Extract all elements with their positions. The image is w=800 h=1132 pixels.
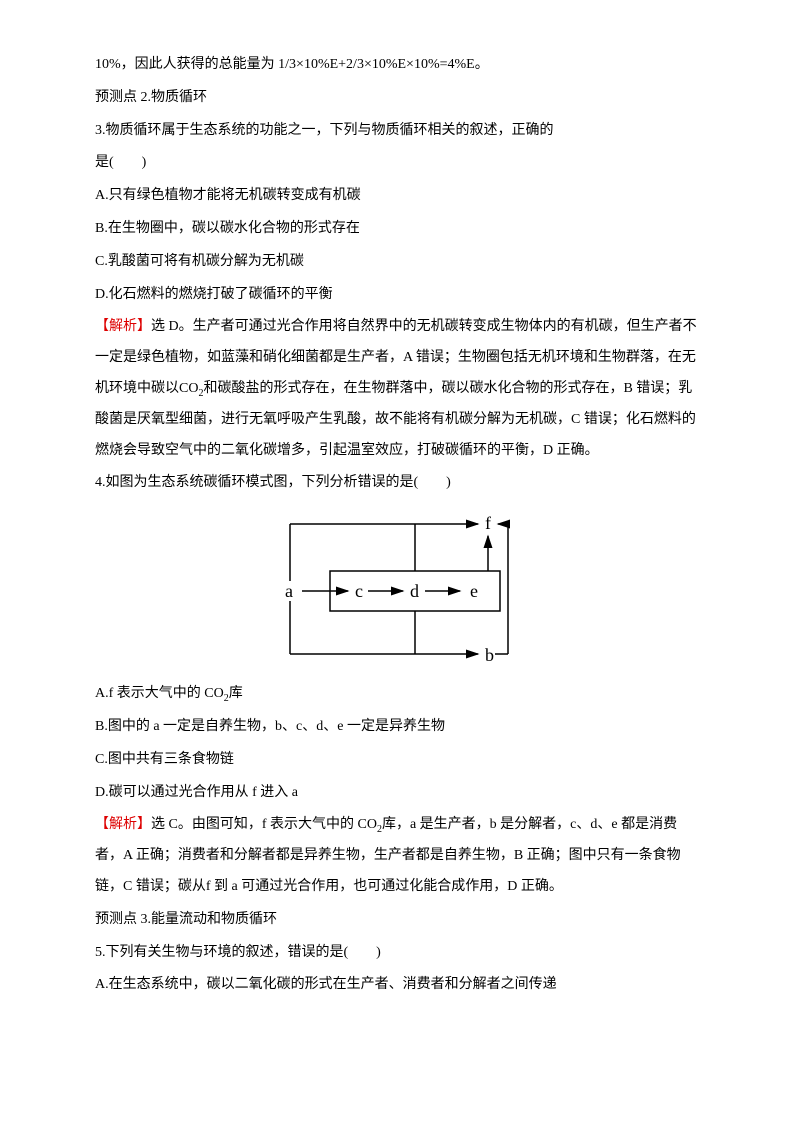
question-4: 4.如图为生态系统碳循环模式图，下列分析错误的是( ): [95, 468, 705, 499]
explanation-block: 【解析】选 D。生产者可通过光合作用将自然界中的无机碳转变成生物体内的有机碳，但…: [95, 312, 705, 466]
section-heading: 预测点 3.能量流动和物质循环: [95, 905, 705, 936]
node-e: e: [470, 581, 478, 601]
carbon-cycle-diagram: f a b c d e: [95, 509, 705, 669]
explanation-text: 选 C。由图可知，f 表示大气中的 CO: [151, 817, 377, 832]
option-b: B.在生物圈中，碳以碳水化合物的形式存在: [95, 214, 705, 245]
option-c: C.乳酸菌可将有机碳分解为无机碳: [95, 247, 705, 278]
explanation-label: 【解析】: [95, 319, 151, 334]
option-d: D.化石燃料的燃烧打破了碳循环的平衡: [95, 280, 705, 311]
node-f: f: [485, 513, 491, 533]
explanation-label: 【解析】: [95, 817, 151, 832]
node-d: d: [410, 581, 419, 601]
option-a: A.只有绿色植物才能将无机碳转变成有机碳: [95, 181, 705, 212]
option-text: A.f 表示大气中的 CO: [95, 686, 224, 701]
node-b: b: [485, 645, 494, 665]
text-line: 预测点 2.物质循环: [95, 83, 705, 114]
option-text: 库: [229, 686, 243, 701]
question-5: 5.下列有关生物与环境的叙述，错误的是( ): [95, 938, 705, 969]
option-c-q4: C.图中共有三条食物链: [95, 745, 705, 776]
text-line: 是( ): [95, 148, 705, 179]
text-line: 3.物质循环属于生态系统的功能之一，下列与物质循环相关的叙述，正确的: [95, 116, 705, 147]
option-d-q4: D.碳可以通过光合作用从 f 进入 a: [95, 778, 705, 809]
option-a-q4: A.f 表示大气中的 CO2库: [95, 679, 705, 710]
explanation-block-q4: 【解析】选 C。由图可知，f 表示大气中的 CO2库，a 是生产者，b 是分解者…: [95, 810, 705, 902]
option-a-q5: A.在生态系统中，碳以二氧化碳的形式在生产者、消费者和分解者之间传递: [95, 970, 705, 1001]
option-b-q4: B.图中的 a 一定是自养生物，b、c、d、e 一定是异养生物: [95, 712, 705, 743]
text-line: 10%，因此人获得的总能量为 1/3×10%E+2/3×10%E×10%=4%E…: [95, 50, 705, 81]
node-a: a: [285, 581, 293, 601]
node-c: c: [355, 581, 363, 601]
